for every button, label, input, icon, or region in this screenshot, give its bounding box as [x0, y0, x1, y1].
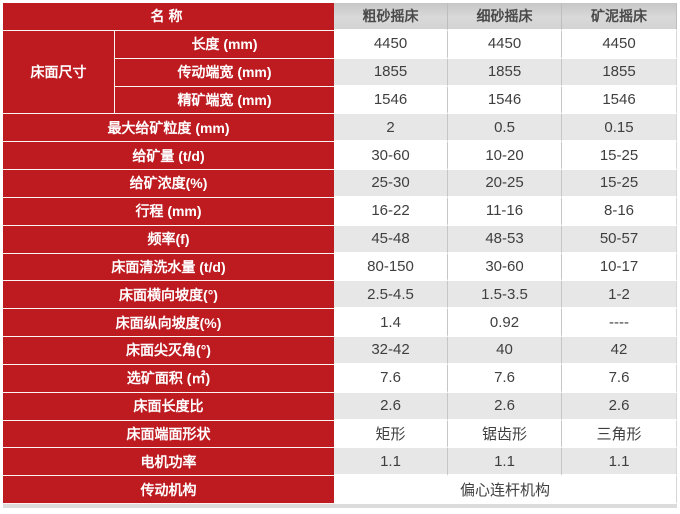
data-cell: 25-30	[334, 170, 448, 198]
data-cell: 30-60	[334, 142, 448, 170]
data-cell: 4450	[562, 30, 677, 59]
data-cell: 1-2	[562, 281, 677, 310]
column-header-fine-sand: 细砂摇床	[448, 3, 562, 31]
data-cell: 1.5-3.5	[448, 281, 562, 310]
row-label-longitudinal-slope: 床面纵向坡度(%)	[3, 309, 334, 337]
data-cell: 40	[448, 337, 562, 365]
data-cell: 1.4	[334, 309, 448, 337]
row-label-drive-end-width: 传动端宽 (mm)	[115, 58, 334, 87]
data-cell: 1.1	[562, 448, 677, 477]
row-label-transverse-slope: 床面横向坡度(°)	[3, 281, 334, 310]
data-cell: 1.1	[448, 448, 562, 477]
data-cell: 50-57	[562, 225, 677, 254]
data-cell: 0.15	[562, 114, 677, 143]
row-label-feed-capacity: 给矿量 (t/d)	[3, 142, 334, 170]
spec-table: 名称 粗砂摇床 细砂摇床 矿泥摇床 床面尺寸 长度 (mm) 4450 4450…	[3, 3, 677, 508]
row-label-stroke: 行程 (mm)	[3, 197, 334, 226]
data-cell: 矩形	[334, 420, 448, 449]
data-cell: 11-16	[448, 197, 562, 226]
data-cell: 8-16	[562, 197, 677, 226]
data-cell: 80-150	[334, 253, 448, 282]
data-cell: 7.6	[334, 364, 448, 393]
data-cell: 三角形	[562, 420, 677, 449]
table-corner-header: 名称	[3, 3, 334, 31]
data-cell: 4450	[334, 30, 448, 59]
data-cell: 2	[334, 114, 448, 143]
row-label-length: 长度 (mm)	[115, 30, 334, 59]
data-cell: 1855	[334, 58, 448, 87]
data-cell: 1546	[334, 86, 448, 115]
row-label-length-ratio: 床面长度比	[3, 392, 334, 421]
data-cell: 2.5-4.5	[334, 281, 448, 310]
data-cell: 15-25	[562, 142, 677, 170]
data-cell: 1546	[448, 86, 562, 115]
data-cell: 0.92	[448, 309, 562, 337]
column-header-slime: 矿泥摇床	[562, 3, 677, 31]
row-label-motor-power: 电机功率	[3, 448, 334, 477]
data-cell: 15-25	[562, 170, 677, 198]
row-label-wash-water: 床面清洗水量 (t/d)	[3, 253, 334, 282]
data-cell: 2.6	[562, 392, 677, 421]
data-cell: 2.6	[334, 392, 448, 421]
row-label-max-feed-size: 最大给矿粒度 (mm)	[3, 114, 334, 143]
transmission-value-cell: 偏心连杆机构	[334, 476, 677, 504]
data-cell: 1546	[562, 86, 677, 115]
row-label-deck-shape: 床面端面形状	[3, 420, 334, 449]
row-label-transmission: 传动机构	[3, 476, 334, 504]
data-cell: 2.6	[448, 392, 562, 421]
row-label-feed-density: 给矿浓度(%)	[3, 170, 334, 198]
data-cell: 锯齿形	[448, 420, 562, 449]
data-cell: 0.5	[448, 114, 562, 143]
column-header-coarse-sand: 粗砂摇床	[334, 3, 448, 31]
data-cell: 7.6	[562, 364, 677, 393]
data-cell: 1855	[448, 58, 562, 87]
data-cell: 30-60	[448, 253, 562, 282]
data-cell: 20-25	[448, 170, 562, 198]
data-cell: 45-48	[334, 225, 448, 254]
row-label-frequency: 频率(f)	[3, 225, 334, 254]
data-cell: 10-20	[448, 142, 562, 170]
row-group-label-bed-size: 床面尺寸	[3, 30, 115, 115]
data-cell: 4450	[448, 30, 562, 59]
data-cell: 16-22	[334, 197, 448, 226]
data-cell: 7.6	[448, 364, 562, 393]
row-label-beneficiation-area: 选矿面积 (㎡)	[3, 364, 334, 393]
data-cell: 42	[562, 337, 677, 365]
data-cell: 1855	[562, 58, 677, 87]
row-label-concentrate-end-width: 精矿端宽 (mm)	[115, 86, 334, 115]
data-cell: 32-42	[334, 337, 448, 365]
data-cell: 10-17	[562, 253, 677, 282]
data-cell: ----	[562, 309, 677, 337]
data-cell: 48-53	[448, 225, 562, 254]
row-label-tip-angle: 床面尖灭角(°)	[3, 337, 334, 365]
data-cell: 1.1	[334, 448, 448, 477]
